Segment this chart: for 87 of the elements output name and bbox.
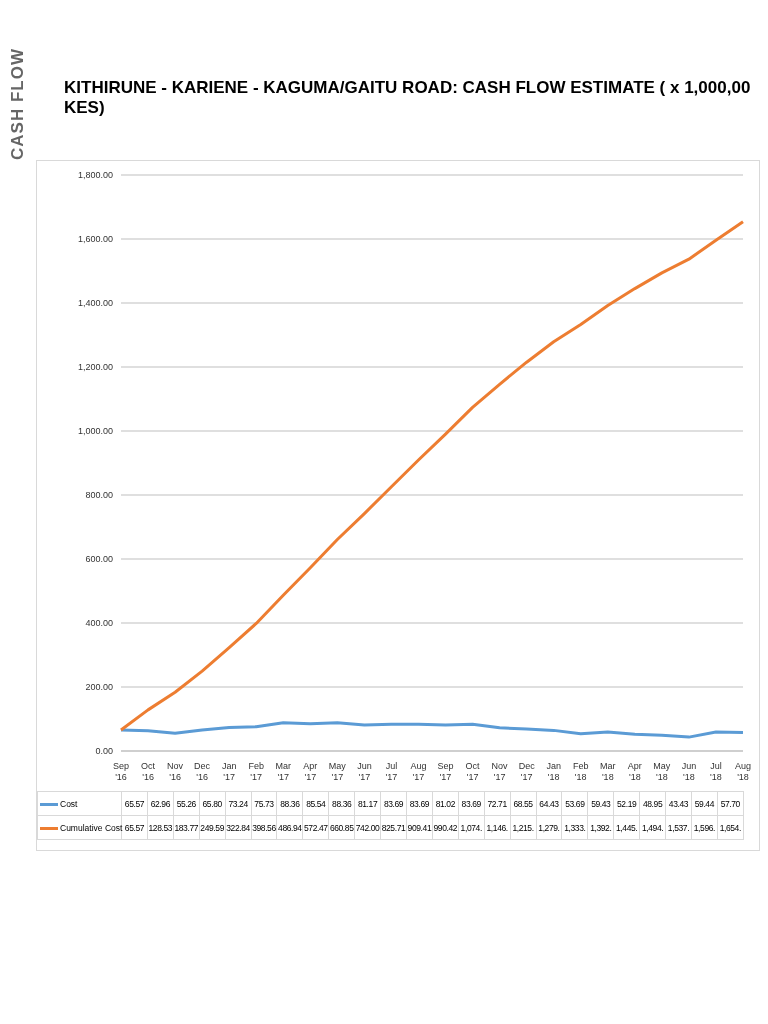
data-label: 83.69 (380, 791, 407, 816)
data-label: 52.19 (613, 791, 640, 816)
x-tick-label: Apr '17 (303, 761, 318, 782)
x-tick-label: Apr '18 (627, 761, 642, 782)
data-label: 55.26 (173, 791, 200, 816)
legend-label: Cost (37, 791, 122, 816)
x-tick-label: Aug '18 (734, 761, 752, 782)
data-label: 65.57 (121, 791, 148, 816)
x-tick-label: Oct '17 (465, 761, 481, 782)
y-tick-label: 1,800.00 (77, 170, 113, 181)
x-tick-label: Feb '18 (572, 761, 589, 782)
x-tick-label: Oct '16 (141, 761, 156, 782)
x-tick-label: Jul '17 (385, 761, 398, 782)
data-label: 57.70 (717, 791, 744, 816)
data-label: 73.24 (225, 791, 252, 816)
data-label: 1,392. (587, 815, 614, 840)
data-label: 53.69 (561, 791, 588, 816)
x-tick-label: Dec '16 (194, 761, 211, 782)
data-label: 59.44 (691, 791, 718, 816)
x-tick-label: May '17 (328, 761, 347, 782)
data-label: 742.00 (354, 815, 381, 840)
x-tick-label: Jan '18 (546, 761, 561, 782)
y-tick-label: 400.00 (85, 618, 113, 629)
data-label: 83.69 (406, 791, 433, 816)
data-label: 1,215. (510, 815, 536, 840)
data-label: 660.85 (328, 815, 355, 840)
data-label: 398.56 (251, 815, 277, 840)
x-tick-label: Aug '17 (410, 761, 427, 782)
x-tick-label: Nov '17 (491, 761, 509, 782)
data-label: 65.80 (199, 791, 226, 816)
data-label: 909.41 (406, 815, 433, 840)
data-label: 1,654. (717, 815, 744, 840)
x-tick-label: Nov '16 (167, 761, 184, 782)
data-label: 81.02 (432, 791, 459, 816)
data-label: 59.43 (587, 791, 614, 816)
y-tick-label: 0.00 (95, 746, 113, 757)
data-label: 72.71 (484, 791, 511, 816)
y-tick-label: 1,000.00 (77, 426, 113, 437)
x-tick-label: May '18 (653, 761, 671, 782)
line-series (119, 220, 745, 732)
x-tick-label: Dec '17 (518, 761, 536, 782)
data-label: 88.36 (276, 791, 303, 816)
y-tick-label: 1,600.00 (77, 234, 113, 245)
x-tick-label: Mar '17 (275, 761, 292, 782)
data-label: 322.84 (225, 815, 252, 840)
y-tick-label: 800.00 (85, 490, 113, 501)
x-tick-label: Feb '17 (248, 761, 264, 782)
text: CASH FLOW (8, 48, 28, 160)
data-label: 486.94 (276, 815, 303, 840)
legend-label: Cumulative Cost (37, 815, 123, 840)
x-tick-label: Sep '16 (112, 761, 130, 782)
data-label: 85.54 (302, 791, 329, 816)
data-label: 825.71 (380, 815, 407, 840)
data-label: 1,074. (458, 815, 485, 840)
data-label: 1,537. (665, 815, 692, 840)
data-label: 249.59 (199, 815, 226, 840)
data-label: 68.55 (510, 791, 536, 816)
y-tick-label: 1,200.00 (77, 362, 113, 373)
data-label: 64.43 (536, 791, 562, 816)
data-label: 1,146. (484, 815, 511, 840)
data-label: 1,596. (691, 815, 718, 840)
y-tick-label: 1,400.00 (77, 298, 113, 309)
data-label: 1,445. (613, 815, 640, 840)
data-label: 75.73 (251, 791, 277, 816)
data-label: 1,494. (639, 815, 666, 840)
data-label: 128.53 (147, 815, 174, 840)
x-tick-label: Jan '17 (221, 761, 237, 782)
data-label: 48.95 (639, 791, 666, 816)
data-label: 81.17 (354, 791, 381, 816)
x-tick-label: Jul '18 (710, 761, 722, 782)
data-label: 1,333. (561, 815, 588, 840)
x-tick-label: Mar '18 (600, 761, 616, 782)
y-tick-label: 200.00 (85, 682, 113, 693)
line-series (119, 721, 745, 739)
x-tick-label: Jun '18 (681, 761, 697, 782)
data-label: 990.42 (432, 815, 459, 840)
y-tick-label: 600.00 (85, 554, 113, 565)
data-label: 43.43 (665, 791, 692, 816)
data-label: 88.36 (328, 791, 355, 816)
data-label: 83.69 (458, 791, 485, 816)
data-label: 183.77 (173, 815, 200, 840)
x-tick-label: Jun '17 (357, 761, 372, 782)
data-label: 62.96 (147, 791, 174, 816)
x-tick-label: Sep '17 (437, 761, 454, 782)
data-label: 1,279. (536, 815, 562, 840)
chart-title: KITHIRUNE - KARIENE - KAGUMA/GAITU ROAD: CASH FLOW ESTIMATE ( x 1,000,00 KES) (64, 78, 751, 117)
data-label: 572.47 (302, 815, 329, 840)
